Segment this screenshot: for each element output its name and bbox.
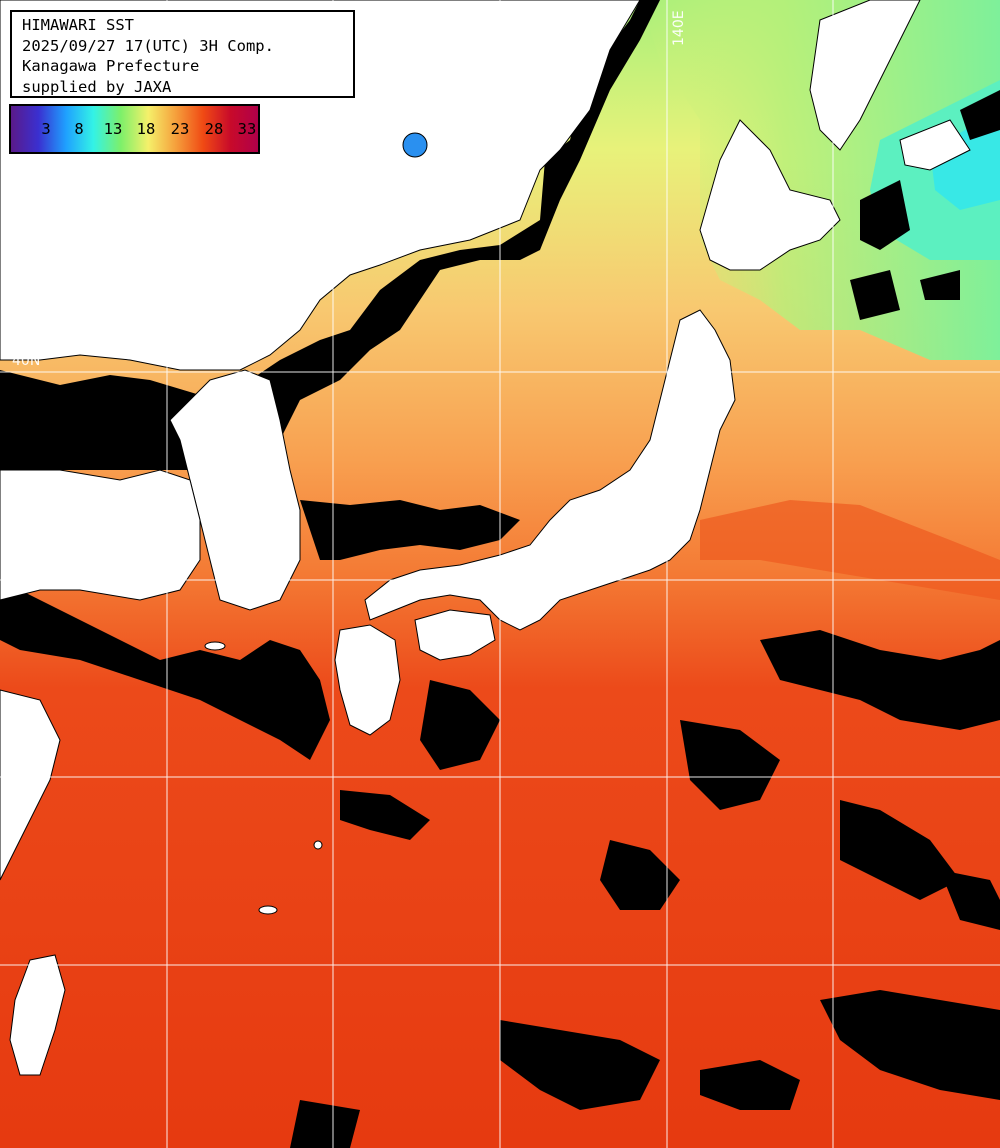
temperature-color-legend: 3 8 13 18 23 28 33 bbox=[9, 104, 260, 154]
legend-tick: 13 bbox=[103, 120, 123, 138]
warm-kuroshio-band bbox=[700, 500, 1000, 600]
data-credit: supplied by JAXA bbox=[22, 77, 172, 96]
legend-tick: 8 bbox=[74, 120, 84, 138]
lon-label-140e: 140E bbox=[671, 10, 687, 46]
legend-tick: 18 bbox=[136, 120, 156, 138]
title-box: HIMAWARI SST 2025/09/27 17(UTC) 3H Comp.… bbox=[10, 10, 355, 98]
region-name: Kanagawa Prefecture bbox=[22, 57, 200, 75]
lat-label-40n: 40N bbox=[12, 353, 41, 369]
observation-time: 2025/09/27 17(UTC) 3H Comp. bbox=[22, 36, 274, 55]
product-title: HIMAWARI SST bbox=[22, 16, 134, 34]
legend-tick: 23 bbox=[170, 120, 190, 138]
legend-tick: 3 bbox=[41, 120, 51, 138]
legend-tick: 33 bbox=[237, 120, 257, 138]
lat-label-30n: 30N bbox=[12, 760, 41, 776]
legend-tick: 28 bbox=[204, 120, 224, 138]
